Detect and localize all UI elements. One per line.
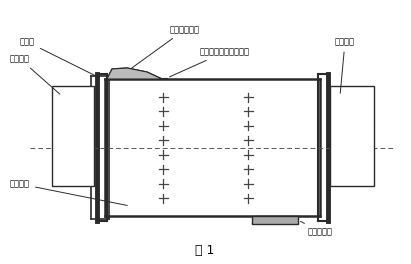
Polygon shape bbox=[107, 68, 162, 79]
Text: 变形后的人孔: 变形后的人孔 bbox=[131, 25, 200, 68]
Text: 排料端瓦: 排料端瓦 bbox=[10, 54, 60, 94]
Bar bbox=[52, 86, 94, 186]
Text: 进料端人孔: 进料端人孔 bbox=[300, 221, 333, 237]
Text: 图 1: 图 1 bbox=[195, 243, 215, 257]
Bar bbox=[330, 86, 374, 186]
Bar bbox=[252, 216, 298, 224]
Text: 大齿轮: 大齿轮 bbox=[20, 37, 97, 77]
Text: 磨机筒体: 磨机筒体 bbox=[10, 180, 127, 205]
Text: 进料端瓦: 进料端瓦 bbox=[335, 37, 355, 93]
Text: 没有变形时排料端人孔: 没有变形时排料端人孔 bbox=[169, 48, 250, 77]
